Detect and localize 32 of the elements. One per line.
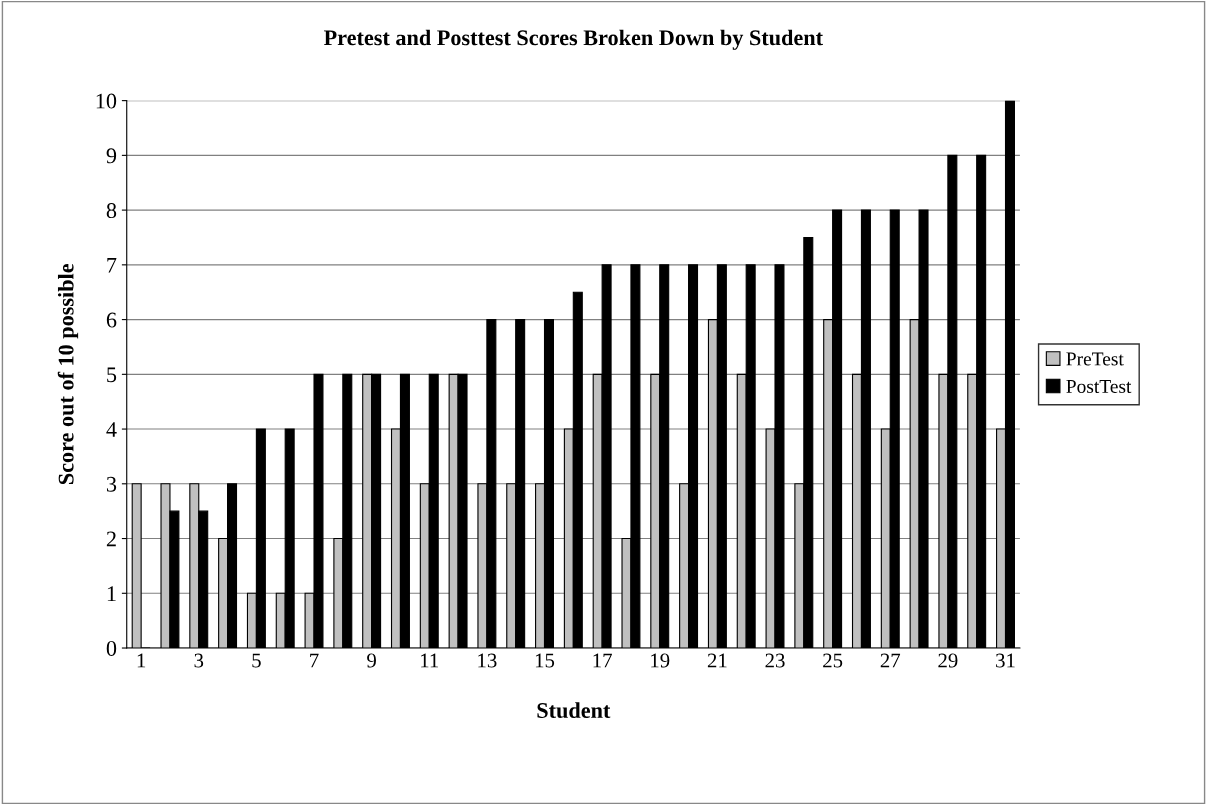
x-tick-label: 9 — [367, 653, 376, 668]
y-axis-title: Score out of 10 possible — [57, 263, 79, 485]
x-axis-title: Student — [537, 702, 611, 719]
x-tick-label: 17 — [593, 653, 612, 668]
x-tick-label: 13 — [478, 653, 497, 668]
chart-title: Pretest and Posttest Scores Broken Down by Student — [323, 29, 823, 50]
x-tick-label: 31 — [996, 653, 1015, 668]
x-tick-label: 11 — [421, 653, 439, 668]
x-tick-label: 3 — [194, 653, 204, 668]
y-tick-label: 8 — [106, 203, 117, 219]
x-tick-label: 23 — [765, 653, 785, 668]
y-tick-label: 9 — [106, 148, 117, 164]
x-tick-label: 27 — [880, 653, 901, 668]
y-tick-label: 0 — [106, 640, 117, 656]
y-tick-label: 1 — [107, 586, 116, 601]
legend-label: PostTest — [1066, 380, 1132, 393]
y-tick-label: 7 — [107, 258, 117, 273]
x-tick-label: 29 — [938, 653, 958, 668]
x-tick-label: 5 — [252, 653, 261, 668]
x-tick-label: 15 — [535, 653, 555, 668]
y-tick-label: 3 — [106, 476, 117, 492]
y-tick-label: 4 — [106, 422, 117, 437]
y-tick-label: 2 — [106, 531, 116, 547]
legend-label: PreTest — [1066, 352, 1124, 366]
x-tick-label: 1 — [137, 653, 146, 668]
y-tick-label: 10 — [96, 93, 117, 109]
y-tick-label: 6 — [106, 312, 117, 328]
x-tick-label: 19 — [651, 653, 670, 668]
x-tick-label: 25 — [823, 653, 843, 668]
x-tick-label: 21 — [707, 653, 727, 668]
x-tick-label: 7 — [310, 653, 319, 668]
y-tick-label: 5 — [107, 367, 117, 383]
